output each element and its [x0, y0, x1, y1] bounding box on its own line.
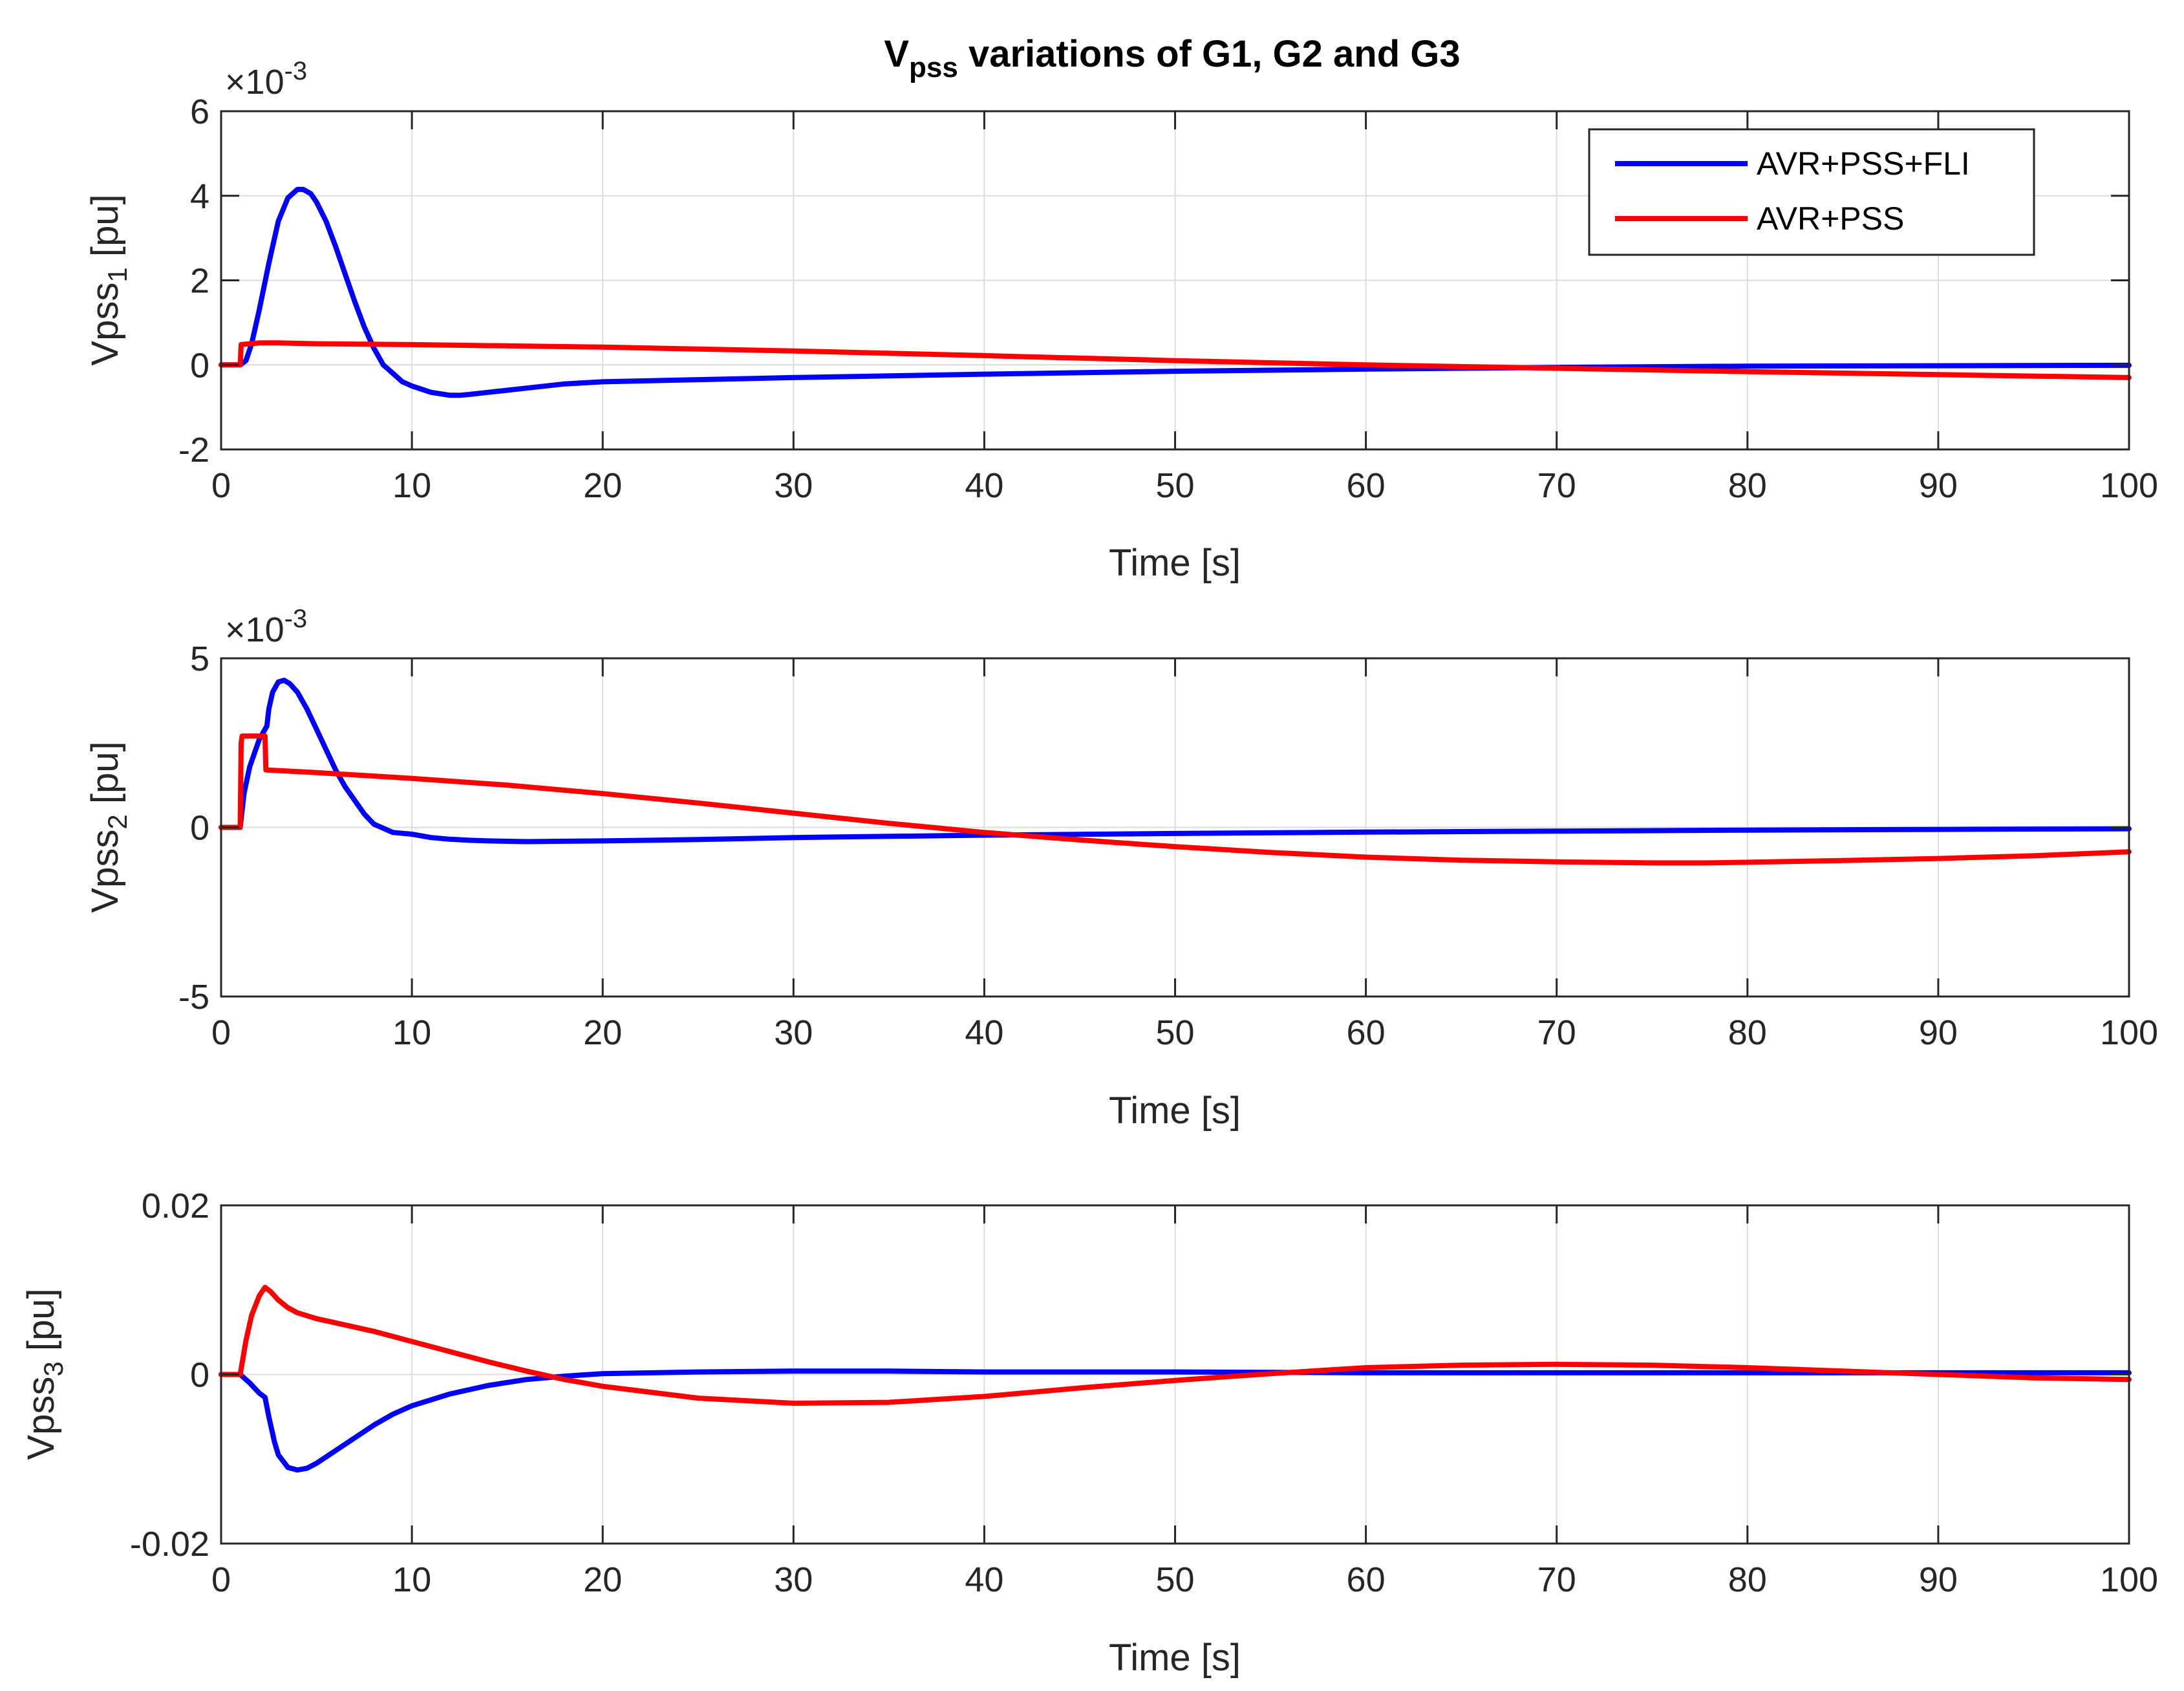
subplot-1-x-axis-label: Time [s] — [1109, 542, 1241, 584]
subplot-1-exponent-label: ×10-3 — [225, 57, 307, 102]
subplot-1-xtick-label-6: 60 — [1347, 466, 1386, 505]
subplot-2-xtick-label-5: 50 — [1155, 1013, 1194, 1052]
subplot-3-x-axis-label: Time [s] — [1109, 1637, 1241, 1679]
subplot-1-series-avr-pss-line — [219, 340, 2132, 380]
subplot-3-xtick-label-9: 90 — [1919, 1560, 1958, 1599]
subplot-3-xtick-label-2: 20 — [583, 1560, 622, 1599]
subplot-1-ytick-label-4: 6 — [190, 92, 209, 131]
subplot-2-xtick-label-9: 90 — [1919, 1013, 1958, 1052]
subplot-1-xtick-label-2: 20 — [583, 466, 622, 505]
subplot-2-xtick-label-4: 40 — [965, 1013, 1003, 1052]
subplot-3-ytick-label-2: 0.02 — [142, 1187, 209, 1225]
subplot-3-xtick-label-0: 0 — [211, 1560, 231, 1599]
subplot-1-xtick-label-5: 50 — [1155, 466, 1194, 505]
subplot-1-ytick-label-3: 4 — [190, 177, 209, 216]
subplot-2-series-avr-pss-line — [219, 733, 2132, 866]
subplot-2-ticks: 0 10 20 30 40 50 60 70 80 90 100-505 — [178, 640, 2158, 1052]
subplot-1-ytick-label-1: 0 — [190, 346, 209, 385]
subplot-2-y-axis-label: Vpss2 [pu] — [84, 741, 133, 912]
subplot-2-ytick-label-0: -5 — [178, 978, 209, 1017]
subplot-3-series — [219, 1284, 2132, 1473]
subplot-3-xtick-label-10: 100 — [2100, 1560, 2158, 1599]
subplot-1-xtick-label-8: 80 — [1728, 466, 1767, 505]
subplot-2-xtick-label-2: 20 — [583, 1013, 622, 1052]
subplot-2-series-avr-pss-fli-line — [219, 678, 2132, 845]
subplot-1-xtick-label-4: 40 — [965, 466, 1003, 505]
subplot-3-ytick-label-1: 0 — [190, 1356, 209, 1395]
legend-label-fli: AVR+PSS+FLI — [1757, 145, 1970, 182]
subplot-3-xtick-label-1: 10 — [392, 1560, 431, 1599]
chart-title: Vpss variations of G1, G2 and G3 — [884, 33, 1460, 83]
subplot-2-xtick-label-1: 10 — [392, 1013, 431, 1052]
subplot-3-xtick-label-6: 60 — [1347, 1560, 1386, 1599]
subplot-3-xtick-label-3: 30 — [774, 1560, 813, 1599]
subplot-3-series-avr-pss-fli-line — [219, 1368, 2132, 1473]
subplot-3-series-avr-pss-line — [219, 1284, 2132, 1406]
subplot-3-ytick-label-0: -0.02 — [130, 1525, 209, 1564]
subplot-1-y-axis-label: Vpss1 [pu] — [84, 194, 133, 365]
subplot-1-xtick-label-3: 30 — [774, 466, 813, 505]
subplot-1-xtick-label-9: 90 — [1919, 466, 1958, 505]
subplot-3-xtick-label-7: 70 — [1537, 1560, 1576, 1599]
subplot-3-xtick-label-5: 50 — [1155, 1560, 1194, 1599]
subplot-3-y-axis-label: Vpss3 [pu] — [20, 1288, 69, 1459]
subplot-2-ytick-label-1: 0 — [190, 809, 209, 848]
subplot-3-xtick-label-8: 80 — [1728, 1560, 1767, 1599]
legend: AVR+PSS+FLI AVR+PSS — [1588, 128, 2035, 256]
legend-label-pss: AVR+PSS — [1757, 200, 1904, 237]
subplot-2-xtick-label-8: 80 — [1728, 1013, 1767, 1052]
subplot-1-series-avr-pss-fli-line — [219, 186, 2132, 398]
subplot-2-ytick-label-2: 5 — [190, 640, 209, 678]
subplot-1-xtick-label-7: 70 — [1537, 466, 1576, 505]
subplot-1-xtick-label-0: 0 — [211, 466, 231, 505]
subplot-1-series — [219, 186, 2132, 398]
legend-box — [1588, 128, 2035, 256]
subplot-2-x-axis-label: Time [s] — [1109, 1090, 1241, 1132]
subplot-2-xtick-label-10: 100 — [2100, 1013, 2158, 1052]
subplot-3-xtick-label-4: 40 — [965, 1560, 1003, 1599]
subplot-2-xtick-label-7: 70 — [1537, 1013, 1576, 1052]
subplot-1-ytick-label-0: -2 — [178, 431, 209, 469]
subplot-2: 0 10 20 30 40 50 60 70 80 90 100-505 Time [s] Vpss… — [84, 605, 2158, 1132]
subplot-2-xtick-label-0: 0 — [211, 1013, 231, 1052]
subplot-2-series — [219, 678, 2132, 866]
subplot-1-ytick-label-2: 2 — [190, 262, 209, 301]
subplot-2-exponent-label: ×10-3 — [225, 605, 307, 649]
subplot-1-xtick-label-1: 10 — [392, 466, 431, 505]
subplot-2-xtick-label-6: 60 — [1347, 1013, 1386, 1052]
subplot-1-xtick-label-10: 100 — [2100, 466, 2158, 505]
subplot-2-xtick-label-3: 30 — [774, 1013, 813, 1052]
